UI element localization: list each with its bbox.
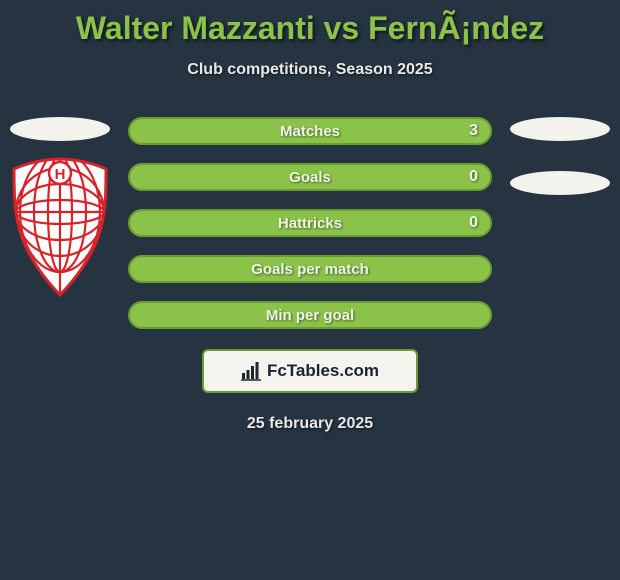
huracan-crest-icon: H	[10, 157, 110, 297]
stat-label: Matches	[280, 123, 340, 140]
comparison-date: 25 february 2025	[0, 415, 620, 433]
stat-label: Hattricks	[278, 215, 342, 232]
stat-bar: Min per goal	[128, 301, 492, 329]
left-column: H	[10, 117, 110, 297]
player-right-placeholder	[510, 117, 610, 141]
svg-text:H: H	[55, 166, 66, 183]
stat-value: 0	[469, 214, 478, 232]
stat-value: 3	[469, 122, 478, 140]
club-crest-left: H	[10, 157, 110, 297]
stat-label: Min per goal	[266, 307, 354, 324]
comparison-title: Walter Mazzanti vs FernÃ¡ndez	[0, 0, 620, 47]
stat-value: 0	[469, 168, 478, 186]
right-column	[510, 117, 610, 195]
stat-label: Goals	[289, 169, 331, 186]
branding-text: FcTables.com	[267, 361, 379, 381]
stat-bar: Goals 0	[128, 163, 492, 191]
branding-badge: FcTables.com	[202, 349, 418, 393]
stat-bar: Hattricks 0	[128, 209, 492, 237]
main-row: H Matches 3 Goals 0 Hattricks 0 Goals per matc…	[0, 117, 620, 329]
stat-list: Matches 3 Goals 0 Hattricks 0 Goals per match M…	[110, 117, 510, 329]
stat-bar: Matches 3	[128, 117, 492, 145]
club-right-placeholder	[510, 171, 610, 195]
comparison-subtitle: Club competitions, Season 2025	[0, 61, 620, 79]
stat-label: Goals per match	[251, 261, 369, 278]
bar-chart-icon	[241, 361, 263, 381]
stat-bar: Goals per match	[128, 255, 492, 283]
player-left-placeholder	[10, 117, 110, 141]
